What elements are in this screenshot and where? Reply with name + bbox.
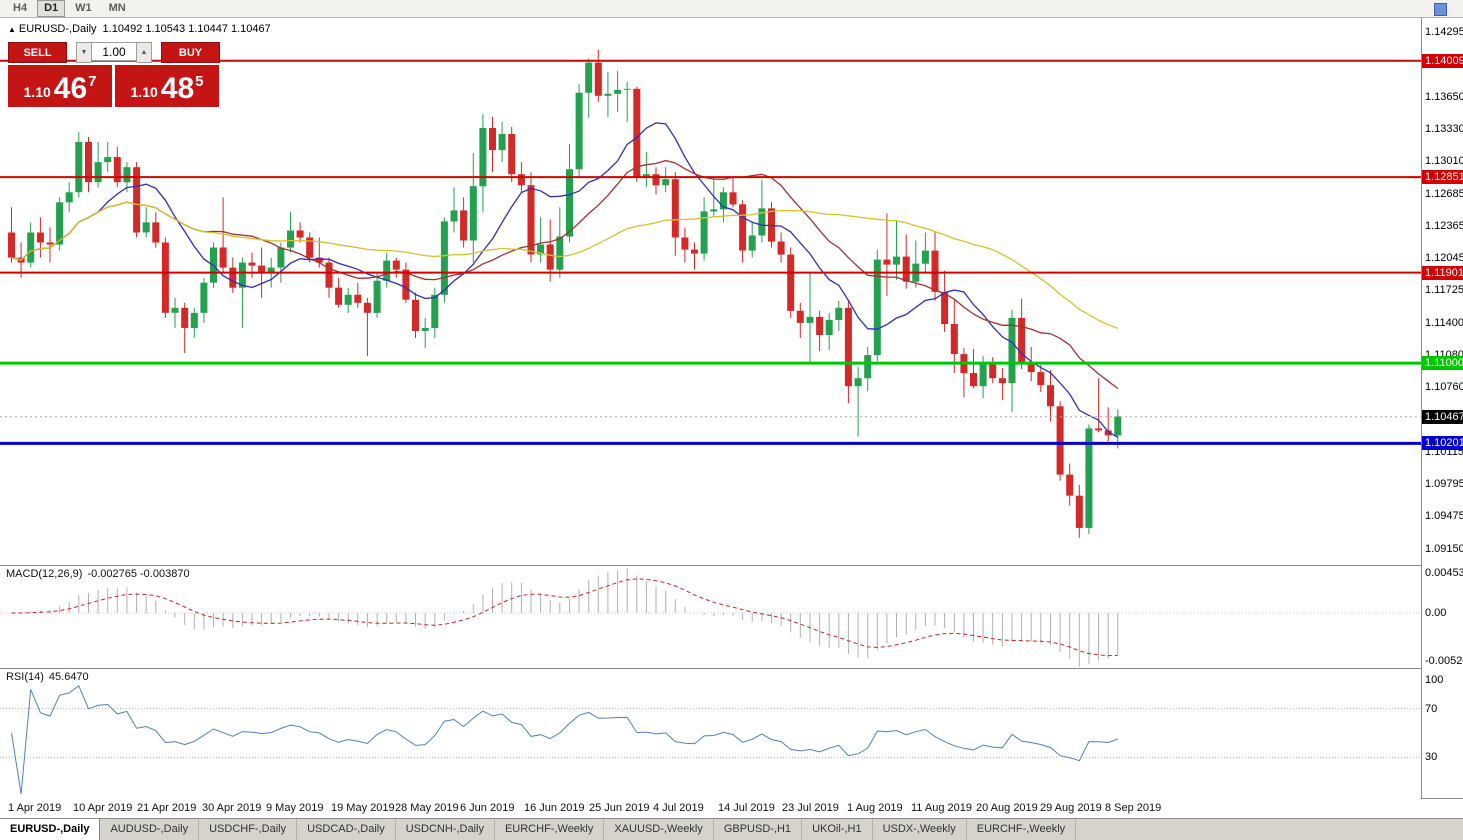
buy-price-pips: 48 [160,71,195,105]
chart-tab[interactable]: GBPUSD-,H1 [713,819,803,840]
price-tick: 1.12045 [1425,252,1463,264]
date-tick: 10 Apr 2019 [73,802,133,814]
volume-increment-button[interactable]: ▲ [137,42,152,63]
date-tick: 4 Jul 2019 [653,802,704,814]
date-tick: 23 Jul 2019 [782,802,839,814]
price-tick: 1.09150 [1425,543,1463,555]
sell-price-box[interactable]: 1.10 46 7 [8,65,112,107]
rsi-value: 45.6470 [48,671,89,683]
chart-title: ▲ EURUSD-,Daily 1.10492 1.10543 1.10447 1.… [8,23,271,35]
date-axis[interactable]: 1 Apr 2019 10 Apr 2019 21 Apr 2019 30 Apr 2… [0,798,1421,818]
date-tick: 1 Aug 2019 [847,802,903,814]
sell-button[interactable]: SELL [8,42,67,63]
macd-axis-zero: 0.00 [1425,607,1447,619]
rsi-axis-100: 100 [1425,674,1444,686]
macd-panel-canvas[interactable] [0,565,1421,668]
date-tick: 20 Aug 2019 [976,802,1038,814]
period-button-W1[interactable]: W1 [75,2,92,14]
macd-axis-max: 0.004536 [1425,567,1463,579]
macd-name: MACD(12,26,9) [6,568,83,580]
buy-price-prefix: 1.10 [130,84,158,100]
rsi-axis-70: 70 [1425,703,1438,715]
date-tick: 19 May 2019 [331,802,395,814]
rsi-axis-30: 30 [1425,751,1438,763]
price-tick: 1.12365 [1425,220,1463,232]
chart-tab[interactable]: USDCAD-,Daily [297,819,396,840]
period-toolbar: H4 D1 W1 MN [0,0,1463,18]
level-price-label: 1.14009 [1422,54,1463,68]
date-tick: 28 May 2019 [395,802,459,814]
chart-tab[interactable]: EURCHF-,Weekly [966,819,1077,840]
date-tick: 14 Jul 2019 [718,802,775,814]
rsi-name: RSI(14) [6,671,44,683]
chart-tab[interactable]: USDCHF-,Daily [199,819,298,840]
date-tick: 16 Jun 2019 [524,802,585,814]
buy-price-point: 5 [195,73,204,90]
period-button-H4[interactable]: H4 [13,2,28,14]
collapse-icon[interactable]: ▲ [8,25,16,34]
date-tick: 25 Jun 2019 [589,802,650,814]
price-tick: 1.13010 [1425,155,1463,167]
chart-tab[interactable]: EURUSD-,Daily [0,819,101,840]
chart-tab[interactable]: USDX-,Weekly [872,819,967,840]
level-price-label: 1.12851 [1422,170,1463,184]
volume-input[interactable] [91,42,137,61]
chart-tab[interactable]: USDCNH-,Daily [395,819,495,840]
macd-panel-separator[interactable] [0,565,1463,566]
macd-label: MACD(12,26,9) -0.002765 -0.003870 [6,568,190,580]
buy-price-box[interactable]: 1.10 48 5 [115,65,219,107]
date-tick: 8 Sep 2019 [1105,802,1162,814]
symbol-period-label: EURUSD-,Daily [18,23,97,35]
dock-icon[interactable] [1434,3,1447,16]
price-axis[interactable]: 1.142951.139801.136501.133301.130101.126… [1422,18,1463,798]
sell-price-prefix: 1.10 [23,84,51,100]
price-tick: 1.13650 [1425,91,1463,103]
period-button-MN[interactable]: MN [108,2,126,14]
date-tick: 6 Jun 2019 [460,802,515,814]
level-price-label: 1.11000 [1422,356,1463,370]
level-price-label: 1.11901 [1422,266,1463,280]
buy-button[interactable]: BUY [161,42,220,63]
price-tick: 1.10760 [1425,381,1463,393]
date-tick: 29 Aug 2019 [1040,802,1102,814]
current-price-label: 1.10467 [1422,410,1463,424]
chart-tab[interactable]: XAUUSD-,Weekly [604,819,714,840]
chart-tab[interactable]: UKOil-,H1 [802,819,873,840]
rsi-panel-separator[interactable] [0,668,1463,669]
date-tick: 11 Aug 2019 [911,802,972,814]
date-tick: 21 Apr 2019 [137,802,197,814]
sell-price-pips: 46 [53,71,88,105]
price-axis-border [1421,18,1422,798]
macd-axis-min: -0.005205 [1425,655,1463,667]
date-tick: 1 Apr 2019 [8,802,62,814]
chart-tab-bar: EURUSD-,Daily AUDUSD-,Daily USDCHF-,Daily U… [0,818,1463,840]
chart-tab[interactable]: AUDUSD-,Daily [100,819,200,840]
date-tick: 9 May 2019 [266,802,324,814]
price-tick: 1.11725 [1425,284,1463,296]
price-tick: 1.09475 [1425,510,1463,522]
level-price-label: 1.10201 [1422,436,1463,450]
rsi-panel-canvas[interactable] [0,668,1421,798]
volume-decrement-button[interactable]: ▼ [76,42,91,63]
sell-price-point: 7 [88,73,97,90]
price-tick: 1.13330 [1425,123,1463,135]
ohlc-readout: 1.10492 1.10543 1.10447 1.10467 [102,23,271,35]
price-chart-canvas[interactable] [0,18,1421,565]
price-tick: 1.09795 [1425,478,1463,490]
rsi-label: RSI(14) 45.6470 [6,671,89,683]
macd-values: -0.002765 -0.003870 [87,568,190,580]
price-tick: 1.11400 [1425,317,1463,329]
date-tick: 30 Apr 2019 [202,802,262,814]
period-buttons: H4 D1 W1 MN [6,0,136,17]
chart-tab[interactable]: EURCHF-,Weekly [494,819,605,840]
period-button-D1[interactable]: D1 [37,0,66,17]
price-tick: 1.14295 [1425,26,1463,38]
price-tick: 1.12685 [1425,188,1463,200]
